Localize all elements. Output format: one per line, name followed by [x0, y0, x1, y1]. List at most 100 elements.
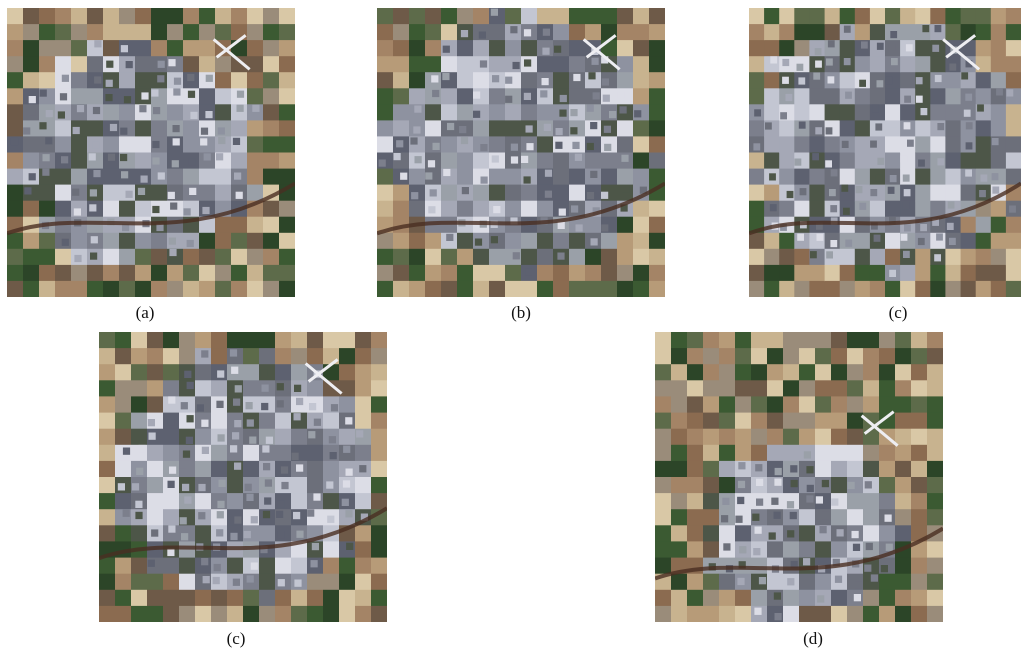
image-texture [371, 364, 387, 381]
image-texture [457, 233, 474, 250]
image-texture [231, 367, 238, 374]
image-texture [355, 525, 372, 542]
image-texture [739, 546, 746, 553]
image-texture [840, 153, 856, 170]
image-texture [703, 606, 720, 622]
image-texture [247, 265, 264, 282]
image-texture [886, 544, 893, 551]
image-texture [459, 126, 466, 133]
image-texture [601, 224, 608, 231]
image-texture [147, 364, 164, 381]
image-texture [135, 233, 152, 250]
image-texture [767, 364, 784, 381]
image-texture [151, 529, 158, 536]
image-texture [569, 265, 586, 282]
image-texture [291, 477, 308, 494]
image-texture [703, 396, 720, 413]
image-texture [655, 509, 672, 526]
image-texture [915, 8, 931, 25]
image-texture [991, 233, 1007, 250]
image-texture [473, 185, 490, 202]
image-texture [949, 238, 956, 245]
image-texture [428, 206, 435, 213]
image-texture [198, 512, 205, 519]
image-texture [141, 176, 148, 183]
image-texture [169, 249, 176, 256]
image-texture [55, 40, 72, 57]
image-texture [230, 349, 237, 356]
image-texture [187, 240, 194, 247]
image-texture [622, 185, 629, 192]
image-texture [828, 40, 835, 47]
image-texture [307, 477, 324, 494]
image-texture [393, 249, 410, 266]
image-texture [457, 104, 474, 121]
image-texture [687, 413, 704, 430]
image-texture [719, 364, 736, 381]
image-texture [806, 466, 813, 473]
image-texture [825, 160, 832, 167]
image-texture [927, 348, 943, 365]
image-texture [441, 136, 458, 153]
image-texture [23, 24, 40, 41]
image-texture [173, 88, 180, 95]
image-texture [151, 89, 158, 96]
image-texture [900, 265, 916, 282]
image-texture [396, 140, 403, 147]
image-texture [457, 169, 474, 186]
image-texture [855, 56, 871, 73]
image-texture [585, 8, 602, 25]
image-texture [263, 88, 280, 105]
image-texture [167, 8, 184, 25]
image-texture [259, 606, 276, 622]
image-texture [754, 608, 761, 615]
image-texture [585, 249, 602, 266]
image-texture [575, 154, 582, 161]
image-texture [183, 249, 200, 266]
image-texture [510, 26, 517, 33]
image-texture [7, 72, 24, 89]
image-texture [151, 249, 168, 266]
image-texture [751, 348, 768, 365]
image-texture [247, 24, 264, 41]
image-texture [852, 531, 859, 538]
image-texture [262, 445, 269, 452]
image-texture [617, 249, 634, 266]
image-texture [355, 380, 372, 397]
image-texture [275, 606, 292, 622]
image-texture [296, 531, 303, 538]
image-texture [243, 364, 260, 381]
image-texture [945, 281, 961, 297]
image-texture [981, 175, 988, 182]
image-texture [103, 233, 120, 250]
image-texture [847, 348, 864, 365]
image-texture [168, 419, 175, 426]
image-texture [800, 188, 807, 195]
image-texture [103, 249, 120, 266]
image-texture [151, 281, 168, 297]
image-texture [847, 396, 864, 413]
image-texture [179, 332, 196, 349]
image-texture [431, 125, 438, 132]
image-texture [219, 480, 226, 487]
image-texture [542, 78, 549, 85]
image-texture [831, 590, 848, 607]
image-texture [231, 8, 248, 25]
image-texture [621, 155, 628, 162]
image-texture [251, 516, 258, 523]
image-texture [157, 75, 164, 82]
image-texture [764, 40, 780, 57]
image-texture [199, 88, 216, 105]
image-texture [863, 493, 880, 510]
image-texture [135, 120, 152, 137]
image-texture [806, 514, 813, 521]
image-texture [633, 265, 650, 282]
image-texture [604, 126, 611, 133]
image-texture [211, 445, 228, 462]
image-texture [655, 348, 672, 365]
image-texture [918, 160, 925, 167]
image-texture [231, 233, 248, 250]
image-texture [671, 574, 688, 591]
image-texture [174, 78, 181, 85]
image-texture [756, 499, 763, 506]
